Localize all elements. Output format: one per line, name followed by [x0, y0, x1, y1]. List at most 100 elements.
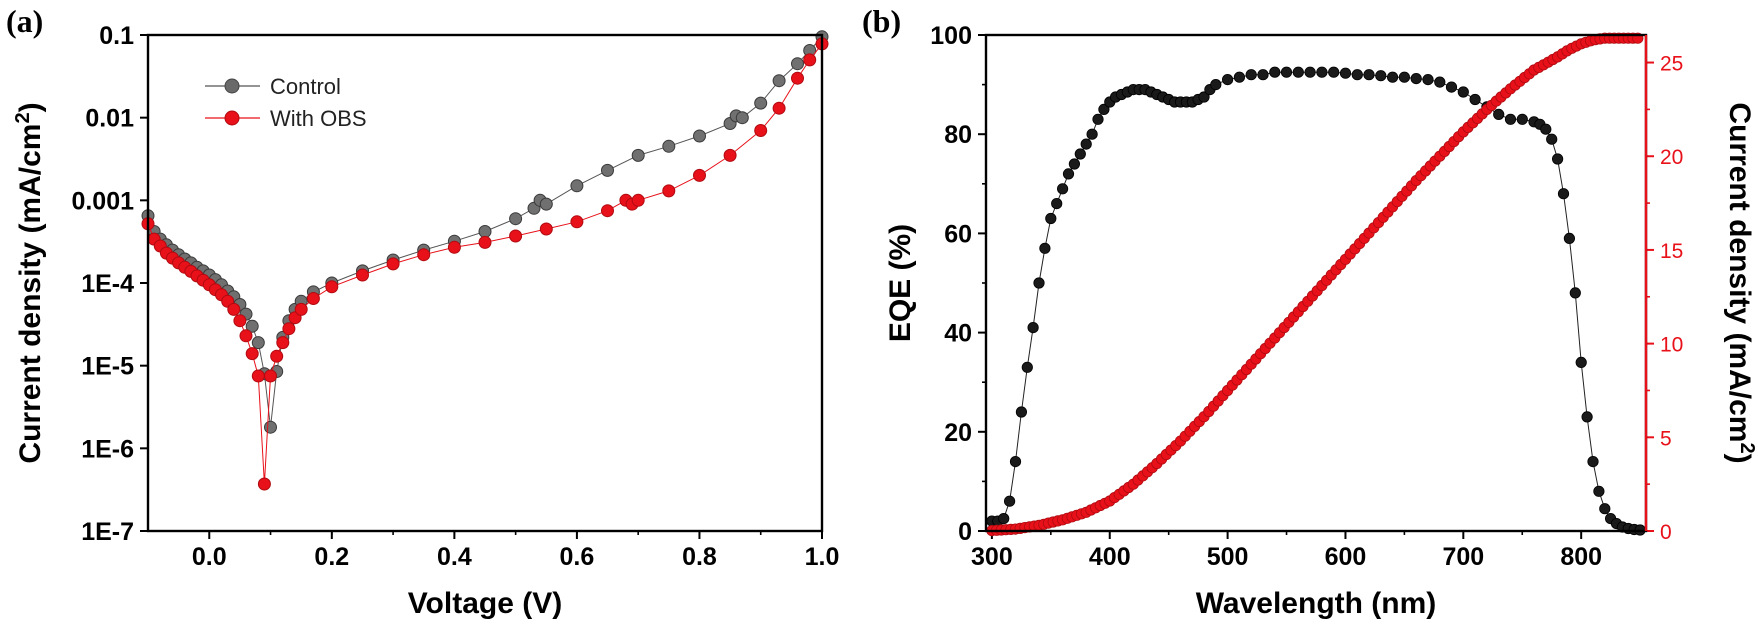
- panel-a: (a) 0.0 0.2 0.4 0.6 0.8 1.01E-71E-61E-51E-40.…: [6, 3, 839, 620]
- b-eqe-point: [1045, 212, 1057, 225]
- a-xtick-label: 0.6: [560, 543, 595, 571]
- a-point: [570, 179, 584, 193]
- a-point: [251, 369, 265, 383]
- b-eqe-point: [1375, 70, 1387, 82]
- b-eqe-point: [1593, 485, 1605, 497]
- panel-b-y2label-end: ): [1723, 454, 1756, 464]
- b-y2tick-label: 5: [1660, 427, 1672, 450]
- a-point: [662, 184, 676, 198]
- a-point: [282, 322, 296, 336]
- b-eqe-point: [1581, 411, 1593, 423]
- panel-b-y2label: Current density (mA/cm2): [1723, 102, 1758, 463]
- legend-label-obs: With OBS: [270, 106, 367, 131]
- a-ytick-label: 1E-6: [81, 435, 134, 463]
- b-eqe-point: [1457, 86, 1469, 98]
- b-eqe-point: [1316, 66, 1328, 78]
- a-point: [693, 168, 706, 182]
- b-eqe-point: [1351, 69, 1363, 81]
- b-eqe-point: [1546, 133, 1558, 145]
- a-point: [417, 248, 431, 262]
- b-eqe-point: [1469, 93, 1481, 106]
- b-eqe-point: [1363, 69, 1375, 81]
- b-ytick-label: 80: [944, 121, 972, 149]
- a-point: [478, 235, 492, 249]
- legend-item-control: Control: [205, 74, 341, 99]
- b-eqe-point: [1575, 356, 1587, 368]
- a-point: [245, 319, 259, 333]
- a-point: [772, 74, 786, 88]
- a-point: [356, 268, 369, 282]
- a-point: [539, 197, 553, 211]
- a-point: [754, 96, 768, 110]
- a-xtick-label: 0.2: [314, 543, 349, 571]
- panel-b-y2label-sup: 2: [1736, 442, 1758, 453]
- b-y2tick-label: 15: [1660, 240, 1683, 263]
- a-xtick-label: 1.0: [805, 543, 840, 571]
- b-eqe-point: [1033, 277, 1045, 289]
- b-eqe-point: [1434, 76, 1446, 88]
- b-eqe-point: [1051, 198, 1063, 210]
- panel-b: (b) 300 400 500 600 700 800 0 20 40 60 80 100 0 5 10 15…: [862, 3, 1758, 620]
- b-eqe-point: [1198, 91, 1210, 103]
- b-eqe-point: [1057, 183, 1069, 195]
- legend-item-obs: With OBS: [205, 106, 367, 131]
- b-eqe-point: [1587, 455, 1599, 468]
- b-eqe-point: [1422, 74, 1434, 86]
- b-eqe-point: [1222, 74, 1234, 86]
- b-eqe-point: [1062, 168, 1075, 180]
- panel-b-label: (b): [862, 3, 901, 39]
- b-eqe-point: [1015, 406, 1028, 418]
- b-eqe-point: [1092, 113, 1104, 125]
- a-ytick-label: 1E-4: [81, 270, 134, 298]
- b-eqe-point: [1080, 138, 1092, 150]
- b-xtick-label: 400: [1089, 543, 1131, 571]
- legend: Control With OBS: [205, 74, 367, 131]
- panel-b-tick-labels: 300 400 500 600 700 800 0 20 40 60 80 100 0 5 10 15 20 25: [930, 22, 1683, 571]
- b-ytick-label: 100: [930, 22, 972, 50]
- panel-a-axes: [140, 34, 823, 539]
- panel-a-ylabel: Current density (mA/cm2): [12, 102, 47, 463]
- a-point: [723, 148, 737, 162]
- a-point: [693, 129, 706, 143]
- b-xtick-label: 800: [1560, 543, 1602, 571]
- b-xtick-label: 500: [1207, 543, 1249, 571]
- a-point: [325, 280, 339, 294]
- b-eqe-point: [1233, 71, 1246, 83]
- panel-b-axes: [978, 34, 1654, 539]
- a-point: [539, 222, 553, 236]
- b-eqe-point: [1557, 188, 1570, 200]
- panel-b-frame: [984, 33, 1648, 533]
- b-eqe-point: [1074, 148, 1086, 160]
- a-point: [294, 302, 308, 316]
- a-point: [631, 193, 645, 207]
- b-eqe-point: [1068, 158, 1081, 170]
- panel-b-marks: [986, 32, 1646, 537]
- panel-a-ylabel-sup: 2: [12, 112, 34, 123]
- b-eqe-point: [1569, 287, 1581, 299]
- b-xtick-label: 600: [1325, 543, 1367, 571]
- panel-a-label: (a): [6, 3, 43, 39]
- a-ytick-label: 0.001: [71, 187, 134, 215]
- b-eqe-point: [1540, 123, 1552, 135]
- b-eqe-point: [1245, 69, 1257, 81]
- b-xtick-label: 700: [1442, 543, 1484, 571]
- a-point: [601, 204, 614, 218]
- a-point: [251, 336, 265, 350]
- panel-b-xlabel: Wavelength (nm): [1196, 587, 1437, 620]
- b-eqe-point: [1021, 361, 1033, 373]
- a-point: [754, 124, 768, 137]
- b-eqe-point: [1003, 495, 1016, 507]
- a-ytick-label: 1E-5: [81, 353, 134, 381]
- a-xtick-label: 0.4: [437, 543, 472, 571]
- legend-label-control: Control: [270, 74, 341, 99]
- b-eqe-point: [1493, 108, 1505, 121]
- b-ytick-label: 20: [944, 419, 972, 447]
- b-xtick-label: 300: [971, 543, 1013, 571]
- a-xtick-label: 0.8: [682, 543, 717, 571]
- b-y2tick-label: 25: [1660, 53, 1683, 76]
- panel-a-marks: [141, 30, 829, 491]
- a-point: [264, 369, 277, 383]
- b-y2tick-label: 0: [1660, 521, 1672, 544]
- b-eqe-point: [1387, 71, 1399, 83]
